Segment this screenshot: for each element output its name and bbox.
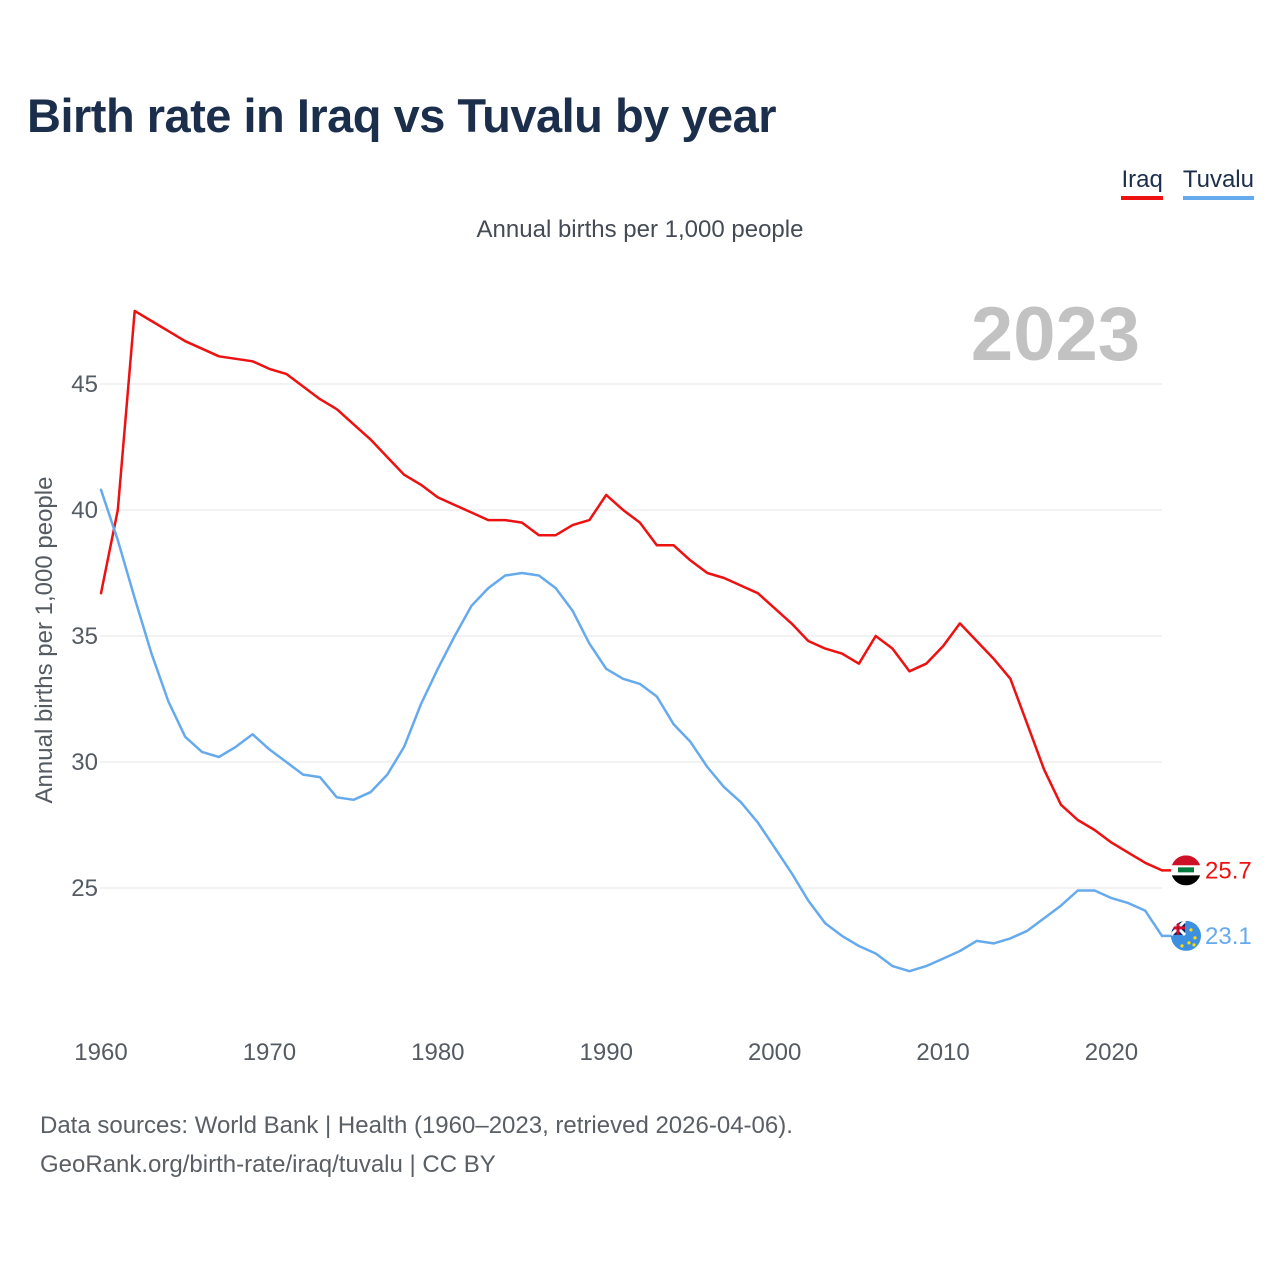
y-tick-label-40: 40 [71, 497, 98, 524]
x-tick-label-1970: 1970 [243, 1039, 296, 1066]
end-value-label-iraq: 25.7 [1205, 857, 1252, 884]
footer: Data sources: World Bank | Health (1960–… [40, 1106, 793, 1184]
y-tick-label-30: 30 [71, 749, 98, 776]
series-line-tuvalu[interactable] [99, 488, 1164, 973]
x-tick-label-2000: 2000 [748, 1039, 801, 1066]
y-tick-label-45: 45 [71, 371, 98, 398]
series-line-iraq[interactable] [99, 309, 1164, 872]
x-tick-label-1980: 1980 [411, 1039, 464, 1066]
y-axis-title: Annual births per 1,000 people [31, 477, 58, 804]
iraq-flag-icon [1171, 855, 1201, 886]
legend: Iraq Tuvalu [1121, 166, 1254, 200]
tuvalu-flag-icon [1171, 920, 1201, 951]
legend-item-tuvalu[interactable]: Tuvalu [1182, 166, 1254, 200]
attribution-link[interactable]: GeoRank.org/birth-rate/iraq/tuvalu | CC … [40, 1151, 496, 1178]
chart-title: Birth rate in Iraq vs Tuvalu by year [27, 89, 777, 142]
y-tick-label-35: 35 [71, 623, 98, 650]
y-tick-label-25: 25 [71, 875, 98, 902]
source-note: Data sources: World Bank | Health (1960–… [40, 1112, 793, 1139]
legend-item-iraq[interactable]: Iraq [1121, 166, 1163, 200]
current-year-label: 2023 [971, 292, 1140, 377]
chart-subtitle: Annual births per 1,000 people [476, 216, 804, 243]
x-tick-label-1990: 1990 [580, 1039, 633, 1066]
x-tick-label-2020: 2020 [1085, 1039, 1138, 1066]
end-value-label-tuvalu: 23.1 [1205, 923, 1252, 950]
x-tick-label-1960: 1960 [74, 1039, 127, 1066]
x-tick-label-2010: 2010 [916, 1039, 969, 1066]
